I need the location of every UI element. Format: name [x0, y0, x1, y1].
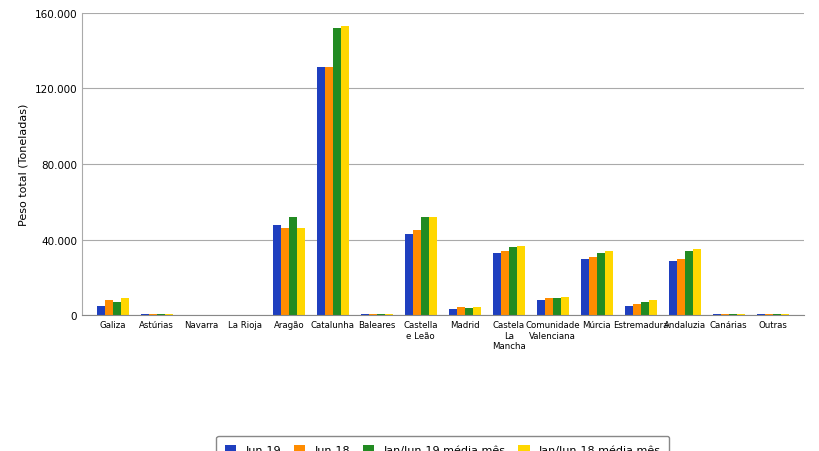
Bar [97, 306, 105, 316]
Bar [764, 314, 771, 316]
Bar [185, 315, 192, 316]
Bar [245, 315, 252, 316]
Legend: Jun-19, Jun-18, Jan/Jun-19 média mês, Jan/Jun-18 média mês: Jun-19, Jun-18, Jan/Jun-19 média mês, Ja… [216, 436, 668, 451]
Bar [288, 217, 296, 316]
Bar [544, 299, 552, 316]
Bar [720, 314, 728, 316]
Bar [456, 307, 464, 316]
Bar [756, 315, 764, 316]
Bar [604, 252, 612, 316]
Bar [516, 247, 524, 316]
Bar [508, 248, 516, 316]
Bar [324, 68, 333, 316]
Bar [464, 308, 472, 316]
Bar [692, 249, 699, 316]
Bar [149, 314, 156, 316]
Bar [296, 229, 305, 316]
Bar [317, 68, 324, 316]
Bar [771, 314, 780, 316]
Bar [156, 314, 165, 316]
Bar [632, 304, 640, 316]
Bar [141, 315, 149, 316]
Bar [377, 315, 384, 316]
Bar [201, 315, 209, 316]
Bar [120, 299, 129, 316]
Bar [684, 252, 692, 316]
Bar [209, 315, 216, 316]
Bar [596, 253, 604, 316]
Bar [405, 235, 413, 316]
Bar [676, 259, 684, 316]
Bar [552, 299, 560, 316]
Bar [413, 231, 420, 316]
Bar [588, 257, 596, 316]
Bar [712, 315, 720, 316]
Y-axis label: Peso total (Toneladas): Peso total (Toneladas) [19, 104, 29, 226]
Bar [728, 314, 735, 316]
Bar [560, 298, 568, 316]
Bar [735, 314, 744, 316]
Bar [360, 315, 369, 316]
Bar [648, 300, 656, 316]
Bar [113, 303, 120, 316]
Bar [192, 315, 201, 316]
Bar [580, 259, 588, 316]
Bar [640, 303, 648, 316]
Bar [500, 252, 508, 316]
Bar [780, 314, 788, 316]
Bar [341, 27, 348, 316]
Bar [668, 261, 676, 316]
Bar [273, 225, 281, 316]
Bar [369, 315, 377, 316]
Bar [333, 28, 341, 316]
Bar [492, 253, 500, 316]
Bar [449, 309, 456, 316]
Bar [229, 315, 237, 316]
Bar [105, 300, 113, 316]
Bar [237, 315, 245, 316]
Bar [281, 229, 288, 316]
Bar [384, 315, 392, 316]
Bar [165, 314, 173, 316]
Bar [472, 307, 480, 316]
Bar [420, 217, 428, 316]
Bar [624, 306, 632, 316]
Bar [536, 300, 544, 316]
Bar [428, 217, 436, 316]
Bar [252, 315, 260, 316]
